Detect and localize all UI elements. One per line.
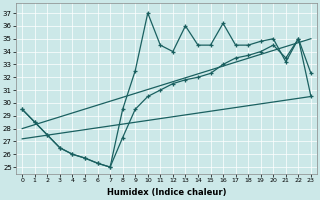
X-axis label: Humidex (Indice chaleur): Humidex (Indice chaleur): [107, 188, 226, 197]
